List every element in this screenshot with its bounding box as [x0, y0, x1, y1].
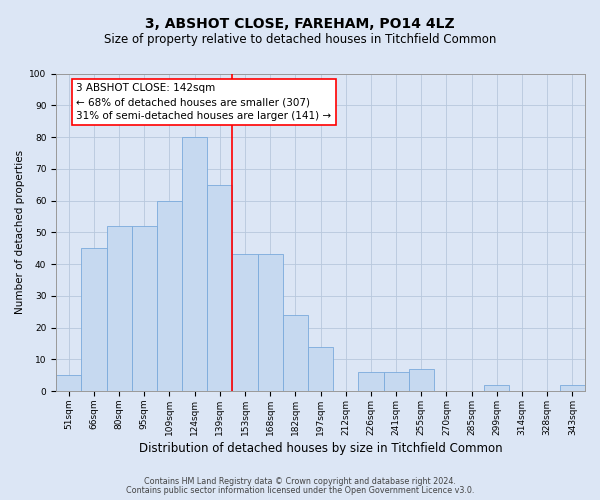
Bar: [131, 226, 157, 391]
Bar: [157, 200, 182, 391]
Bar: [409, 369, 434, 391]
Bar: [257, 254, 283, 391]
Bar: [56, 375, 82, 391]
Text: Contains HM Land Registry data © Crown copyright and database right 2024.: Contains HM Land Registry data © Crown c…: [144, 477, 456, 486]
Text: Size of property relative to detached houses in Titchfield Common: Size of property relative to detached ho…: [104, 32, 496, 46]
Text: 3, ABSHOT CLOSE, FAREHAM, PO14 4LZ: 3, ABSHOT CLOSE, FAREHAM, PO14 4LZ: [145, 18, 455, 32]
Bar: [283, 315, 308, 391]
Text: 3 ABSHOT CLOSE: 142sqm
← 68% of detached houses are smaller (307)
31% of semi-de: 3 ABSHOT CLOSE: 142sqm ← 68% of detached…: [76, 83, 331, 121]
Text: Contains public sector information licensed under the Open Government Licence v3: Contains public sector information licen…: [126, 486, 474, 495]
Bar: [383, 372, 409, 391]
Bar: [560, 384, 585, 391]
Bar: [484, 384, 509, 391]
Bar: [82, 248, 107, 391]
X-axis label: Distribution of detached houses by size in Titchfield Common: Distribution of detached houses by size …: [139, 442, 502, 455]
Y-axis label: Number of detached properties: Number of detached properties: [15, 150, 25, 314]
Bar: [308, 346, 333, 391]
Bar: [182, 137, 207, 391]
Bar: [207, 184, 232, 391]
Bar: [358, 372, 383, 391]
Bar: [107, 226, 131, 391]
Bar: [232, 254, 257, 391]
